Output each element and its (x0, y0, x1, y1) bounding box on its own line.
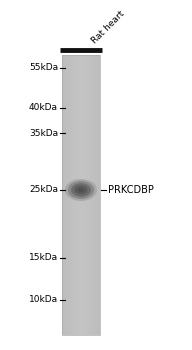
Ellipse shape (65, 179, 97, 201)
Bar (62, 55, 100, 335)
Text: 40kDa: 40kDa (29, 104, 58, 112)
Ellipse shape (78, 188, 84, 192)
Ellipse shape (68, 181, 94, 199)
Ellipse shape (71, 183, 91, 197)
Text: 55kDa: 55kDa (29, 63, 58, 72)
Text: 10kDa: 10kDa (29, 295, 58, 304)
Text: Rat heart: Rat heart (90, 9, 126, 45)
Text: 15kDa: 15kDa (29, 253, 58, 262)
Ellipse shape (75, 186, 87, 194)
Text: PRKCDBP: PRKCDBP (108, 185, 154, 195)
Text: 25kDa: 25kDa (29, 186, 58, 195)
Text: 35kDa: 35kDa (29, 128, 58, 138)
